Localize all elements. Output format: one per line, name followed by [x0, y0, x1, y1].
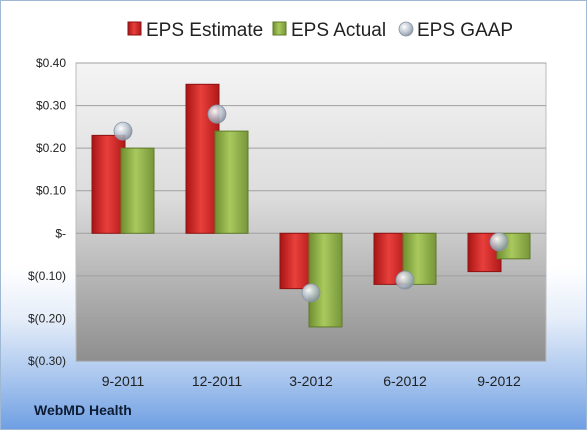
legend-swatch — [272, 21, 287, 36]
y-tick-label: $(0.10) — [28, 269, 66, 283]
legend-swatch — [127, 21, 142, 36]
legend-item: EPS GAAP — [398, 20, 513, 41]
legend-label: EPS Estimate — [146, 20, 263, 41]
gaap-markers — [113, 104, 509, 303]
x-tick-label: 9-2011 — [102, 373, 145, 389]
legend-swatch — [398, 21, 414, 37]
eps-estimate-bar — [467, 232, 502, 273]
x-axis: 9-2011 12-2011 3-2012 6-2012 9-2012 — [102, 373, 521, 389]
x-tick-label: 12-2011 — [192, 373, 243, 389]
y-tick-label: $0.20 — [36, 141, 66, 155]
legend: EPS Estimate EPS Actual EPS GAAP — [127, 20, 513, 41]
y-tick-label: $0.10 — [36, 184, 66, 198]
y-tick-label: $(0.20) — [28, 311, 66, 325]
y-axis: $0.40 $0.30 $0.20 $0.10 $- $(0.10) $(0.20) $(0.… — [28, 56, 66, 368]
eps-gaap-marker — [207, 104, 227, 124]
y-tick-label: $0.30 — [36, 99, 66, 113]
eps-gaap-marker — [489, 232, 509, 252]
y-tick-label: $- — [55, 226, 66, 240]
legend-item: EPS Actual — [272, 20, 386, 41]
bars — [91, 83, 531, 328]
x-tick-label: 3-2012 — [289, 373, 333, 389]
eps-actual-bar — [214, 130, 249, 234]
eps-estimate-bar — [91, 134, 126, 234]
y-tick-label: $0.40 — [36, 56, 66, 70]
x-tick-label: 6-2012 — [383, 373, 427, 389]
eps-actual-bar — [120, 147, 155, 234]
y-tick-label: $(0.30) — [28, 354, 66, 368]
eps-gaap-marker — [395, 270, 415, 290]
legend-item: EPS Estimate — [127, 20, 263, 41]
eps-actual-bar — [308, 232, 343, 328]
x-tick-label: 9-2012 — [477, 373, 521, 389]
legend-label: EPS GAAP — [417, 20, 513, 41]
legend-label: EPS Actual — [291, 20, 386, 41]
eps-estimate-bar — [279, 232, 314, 290]
eps-gaap-marker — [113, 121, 133, 141]
eps-gaap-marker — [301, 283, 321, 303]
company-name: WebMD Health — [34, 402, 132, 418]
